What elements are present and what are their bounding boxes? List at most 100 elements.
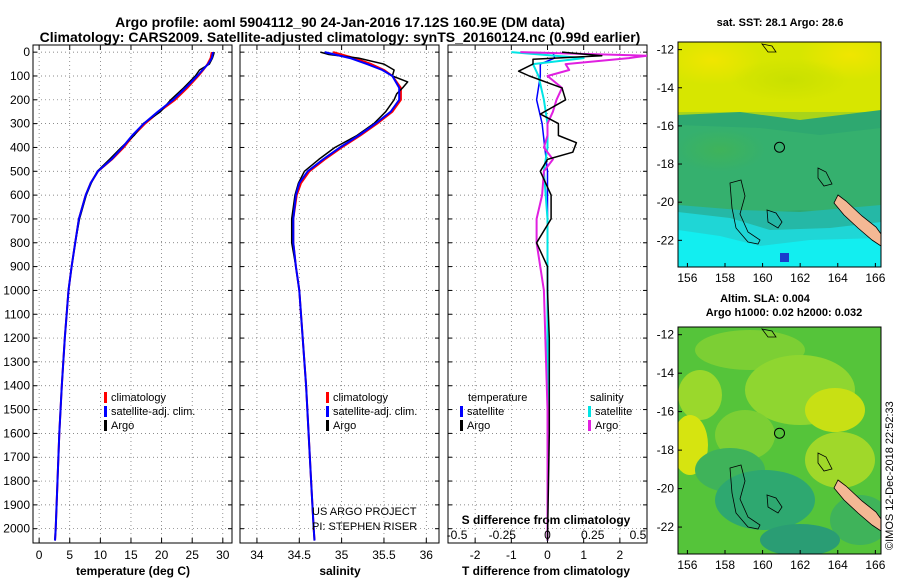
temperature-legend-swatch: [104, 406, 107, 417]
sla-map-lat-tick-label: -16: [657, 405, 675, 419]
salinity-series-argo: [290, 51, 409, 541]
salinity-legend-swatch: [326, 392, 329, 403]
temperature-legend-swatch: [104, 392, 107, 403]
difference-legend-label: satellite: [595, 406, 632, 418]
s-difference-tick-label: 0.5: [630, 528, 647, 542]
t-difference-label: T difference from climatology: [462, 564, 630, 578]
difference-legend-label: Argo: [467, 420, 490, 432]
temperature-grid: [33, 45, 232, 543]
depth-tick-label: 2000: [3, 522, 30, 536]
difference-legend-swatch: [588, 406, 591, 417]
difference-x-tick-label: 1: [580, 548, 587, 562]
sst-map-title: sat. SST: 28.1 Argo: 28.6: [717, 17, 844, 29]
difference-legend-title: temperature: [468, 392, 527, 404]
salinity-legend-swatch: [326, 406, 329, 417]
salinity-x-tick-label: 35.5: [372, 548, 396, 562]
salinity-x-tick-label: 34: [250, 548, 264, 562]
temperature-x-label: temperature (deg C): [76, 564, 190, 578]
temperature-legend: climatology satellite-adj. clim. Argo: [104, 392, 195, 432]
temperature-x-tick-label: 0: [36, 548, 43, 562]
land-new-caledonia: [833, 194, 881, 247]
s-difference-tick-label: 0.25: [581, 528, 605, 542]
depth-tick-label: 1000: [3, 283, 30, 297]
reef-contour-7: [817, 452, 833, 472]
difference-legend-label: Argo: [595, 420, 618, 432]
depth-tick-label: 500: [10, 164, 30, 178]
sla-map-lat-ticks: -12 -14 -16 -18 -20 -22: [657, 328, 682, 534]
salinity-legend-swatch: [326, 420, 329, 431]
sst-map-lat-tick-label: -22: [657, 233, 675, 247]
salinity-x-ticks: 34 34.5 35 35.5 36: [250, 548, 433, 562]
depth-tick-label: 700: [10, 212, 30, 226]
pi-credit: PI: STEPHEN RISER: [312, 521, 417, 533]
depth-tick-label: 1300: [3, 355, 30, 369]
depth-tick-label: 200: [10, 93, 30, 107]
temperature-legend-label: satellite-adj. clim.: [111, 406, 195, 418]
title-line-2: Climatology: CARS2009. Satellite-adjuste…: [40, 29, 641, 45]
reef-contour-2: [766, 209, 783, 229]
reef-contour-8: [761, 328, 777, 338]
sla-map-lon-tick-label: 164: [828, 558, 848, 572]
difference-x-tick-label: -1: [506, 548, 517, 562]
sla-map-lon-tick-label: 156: [677, 558, 697, 572]
title-line-1: Argo profile: aoml 5904112_90 24-Jan-201…: [115, 14, 565, 30]
temperature-x-tick-label: 30: [216, 548, 230, 562]
depth-tick-label: 1800: [3, 474, 30, 488]
sla-map-lat-tick-label: -22: [657, 520, 675, 534]
sst-map-lon-tick-label: 156: [677, 271, 697, 285]
temperature-x-tick-label: 10: [94, 548, 108, 562]
salinity-legend-label: climatology: [333, 392, 389, 404]
sla-map-frame: [677, 326, 882, 555]
salinity-x-tick-label: 36: [420, 548, 434, 562]
sst-map-lat-tick-label: -12: [657, 43, 675, 57]
sst-map-lon-tick-label: 166: [865, 271, 885, 285]
temperature-legend-label: Argo: [111, 420, 134, 432]
depth-tick-label: 600: [10, 188, 30, 202]
argo-position-marker-2: [774, 427, 785, 439]
salinity-legend-label: Argo: [333, 420, 356, 432]
depth-tick-label: 400: [10, 140, 30, 154]
depth-tick-label: 900: [10, 260, 30, 274]
sst-map-lat-tick-label: -18: [657, 157, 675, 171]
depth-tick-label: 100: [10, 69, 30, 83]
sst-map-lat-ticks: -12 -14 -16 -18 -20 -22: [657, 43, 682, 247]
depth-tick-label: 1200: [3, 331, 30, 345]
depth-tick-label: 300: [10, 117, 30, 131]
s-difference-tick-label: -0.25: [489, 528, 517, 542]
salinity-x-tick-label: 35: [335, 548, 349, 562]
depth-tick-label: 1900: [3, 498, 30, 512]
sla-map-lat-tick-label: -20: [657, 482, 675, 496]
difference-legend-label: satellite: [467, 406, 504, 418]
reef-contour-3: [817, 167, 833, 187]
reef-contour-6: [766, 494, 783, 514]
sla-map-lon-ticks: 156 158 160 162 164 166: [677, 550, 886, 572]
sla-map-lat-tick-label: -14: [657, 366, 675, 380]
difference-legend-swatch: [588, 420, 591, 431]
difference-legend: temperature satellite Argo salinity satellit…: [460, 392, 632, 432]
temperature-legend-label: climatology: [111, 392, 167, 404]
difference-x-ticks: -2 -1 0 1 2: [470, 548, 624, 562]
reef-contour: [729, 179, 761, 245]
salinity-series-satellite-adj-clim-: [292, 51, 401, 541]
difference-legend-title: salinity: [590, 392, 624, 404]
salinity-panel: 34 34.5 35 35.5 36 salinity climatology satel…: [239, 44, 440, 578]
salinity-legend-label: satellite-adj. clim.: [333, 406, 417, 418]
salinity-grid: [240, 45, 439, 543]
sst-map-lon-ticks: 156 158 160 162 164 166: [677, 263, 886, 285]
temperature-frame: [32, 44, 233, 544]
difference-series-salinity-argo: [520, 51, 647, 541]
argo-position-marker: [774, 141, 785, 153]
s-difference-ticks: -0.5 -0.25 0 0.25 0.5: [447, 528, 647, 542]
sla-map: Altim. SLA: 0.004 Argo h1000: 0.02 h2000…: [657, 293, 886, 572]
temperature-series: [54, 51, 215, 541]
depth-tick-label: 1600: [3, 426, 30, 440]
temperature-legend-swatch: [104, 420, 107, 431]
depth-axis: 0 100 200 300 400 500 600 700 800 900 1000 1100 1200…: [3, 45, 30, 536]
depth-tick-label: 1700: [3, 450, 30, 464]
depth-tick-label: 800: [10, 236, 30, 250]
sla-map-lon-tick-label: 166: [865, 558, 885, 572]
project-credit: US ARGO PROJECT: [312, 506, 417, 518]
depth-tick-label: 0: [23, 45, 30, 59]
difference-legend-swatch: [460, 406, 463, 417]
sla-field: [678, 327, 881, 554]
